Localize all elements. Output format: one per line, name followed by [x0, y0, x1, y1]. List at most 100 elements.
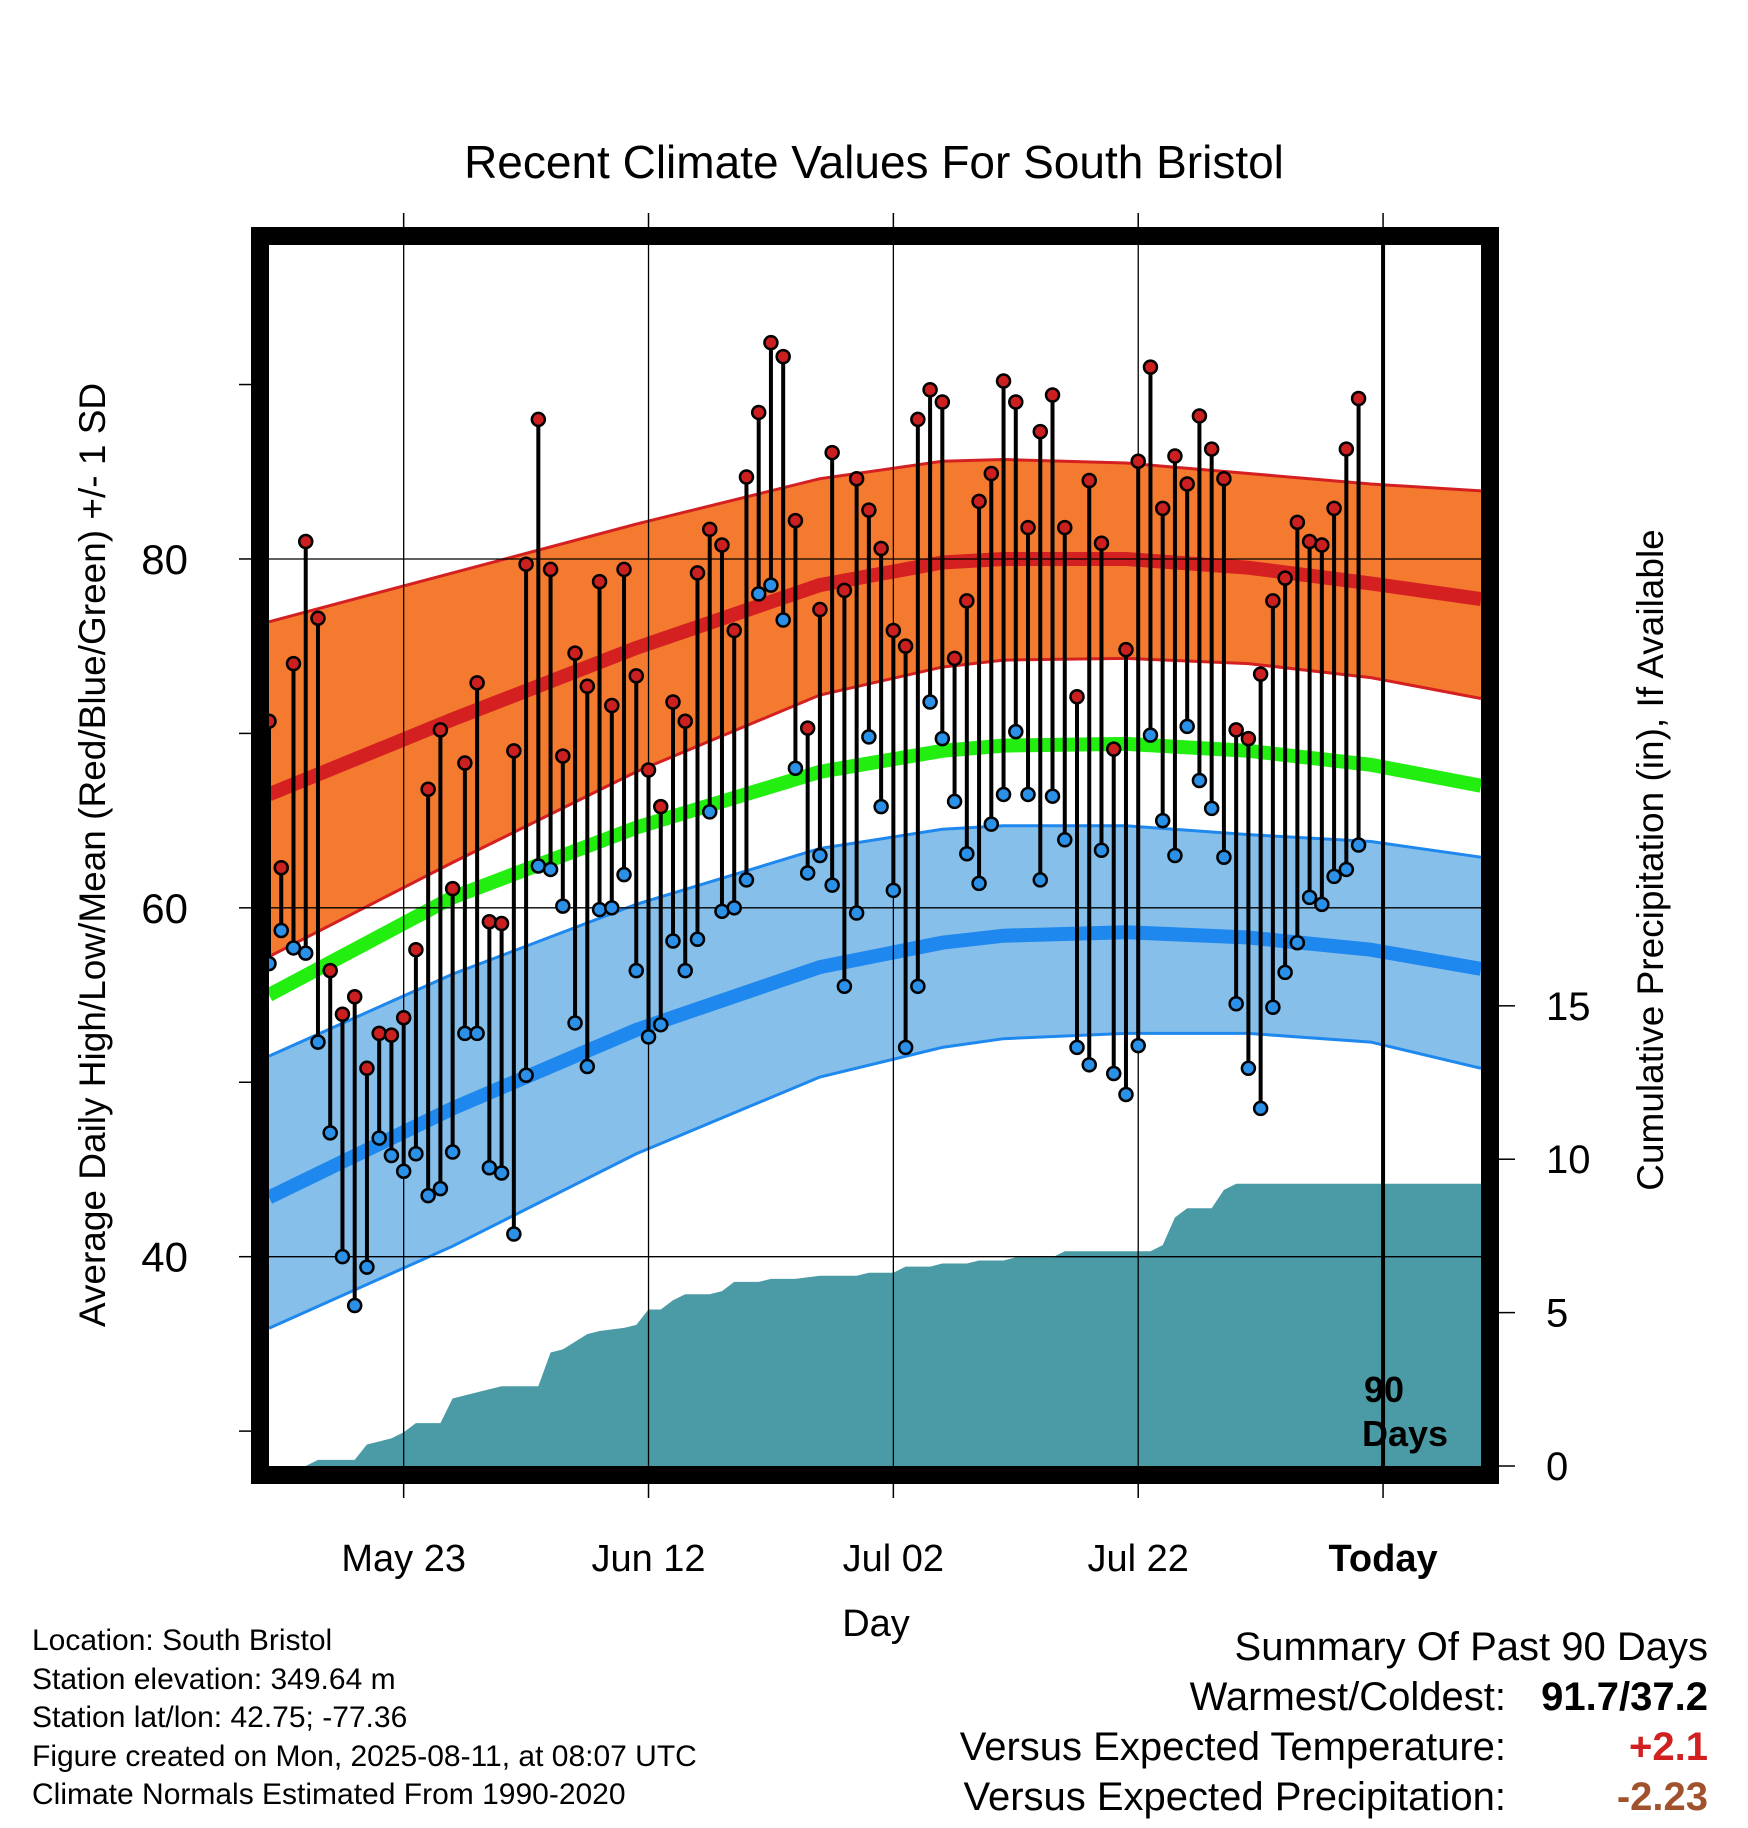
daily-low-point: [408, 1146, 424, 1162]
daily-high-point: [677, 713, 693, 729]
daily-high-point: [861, 502, 877, 518]
daily-high-point: [1167, 448, 1183, 464]
daily-high-point: [1142, 359, 1159, 375]
latlon-text: Station lat/lon: 42.75; -77.36: [32, 1701, 408, 1734]
daily-low-point: [775, 612, 791, 628]
daily-low-point: [983, 816, 1000, 832]
warmest-coldest-row: Warmest/Coldest: 91.7/37.2: [960, 1672, 1708, 1722]
daily-high-point: [1118, 641, 1134, 658]
daily-high-point: [371, 1025, 387, 1042]
daily-low-point: [359, 1259, 375, 1275]
daily-high-point: [1252, 666, 1269, 682]
daily-high-point: [983, 465, 1000, 482]
daily-low-point: [273, 922, 289, 939]
precip-tick-label: 10: [1546, 1138, 1591, 1182]
chart-title: Recent Climate Values For South Bristol: [464, 136, 1284, 188]
daily-high-point: [959, 593, 975, 609]
y-tick-label: 60: [141, 885, 188, 932]
daily-high-point: [738, 469, 755, 485]
daily-high-point: [1179, 476, 1195, 492]
daily-low-point: [383, 1147, 400, 1164]
x-tick-label: Jul 02: [843, 1538, 944, 1580]
daily-low-point: [738, 872, 755, 888]
temp-anomaly-label: Versus Expected Temperature:: [959, 1725, 1506, 1769]
daily-high-point: [481, 914, 498, 930]
daily-high-point: [395, 1009, 412, 1026]
daily-low-point: [1350, 837, 1367, 853]
daily-low-point: [1228, 996, 1244, 1012]
x-tick-label: Jun 12: [591, 1538, 705, 1580]
daily-high-point: [444, 880, 461, 897]
daily-low-point: [677, 962, 693, 979]
daily-low-point: [910, 978, 926, 995]
daily-low-point: [1105, 1065, 1122, 1082]
high-sd-band-upper-edge: [268, 457, 1482, 624]
daily-low-point: [432, 1180, 449, 1197]
daily-high-point: [469, 675, 485, 691]
daily-high-point: [506, 743, 522, 759]
daily-low-point: [1044, 788, 1061, 804]
daily-high-point: [640, 762, 657, 778]
daily-low-point: [1179, 718, 1195, 735]
daily-high-point: [310, 610, 326, 627]
daily-high-point: [420, 781, 436, 797]
daily-high-point: [285, 655, 302, 672]
daily-low-point: [1167, 847, 1183, 864]
daily-low-point: [1277, 964, 1293, 981]
daily-low-point: [1314, 896, 1330, 913]
daily-low-point: [346, 1297, 363, 1314]
elevation-text: Station elevation: 349.64 m: [32, 1662, 396, 1696]
daily-low-point: [726, 900, 742, 916]
daily-low-point: [750, 586, 767, 602]
daily-high-point: [567, 645, 583, 661]
low-sd-band-lower-edge: [268, 1031, 1482, 1330]
precip-anomaly-row: Versus Expected Precipitation: -2.23: [960, 1772, 1708, 1822]
daily-high-point: [542, 561, 559, 578]
daily-low-point: [934, 730, 951, 747]
daily-low-point: [616, 866, 632, 883]
daily-high-point: [885, 622, 902, 639]
daily-low-point: [1301, 889, 1318, 906]
normals-text: Climate Normals Estimated From 1990-2020: [32, 1778, 626, 1811]
daily-high-point: [1240, 730, 1257, 747]
daily-low-point: [1130, 1037, 1146, 1054]
precip-tick-label: 15: [1546, 985, 1591, 1029]
daily-high-point: [408, 941, 424, 958]
created-text: Figure created on Mon, 2025-08-11, at 08…: [32, 1739, 697, 1773]
daily-high-point: [1069, 689, 1085, 705]
daily-high-point: [836, 582, 853, 599]
daily-low-point: [420, 1187, 436, 1204]
daily-low-point: [799, 865, 816, 881]
precip-anomaly-label: Versus Expected Precipitation:: [963, 1775, 1506, 1819]
daily-low-point: [322, 1125, 338, 1141]
daily-high-point: [1105, 741, 1122, 757]
daily-low-point: [310, 1034, 326, 1050]
daily-high-point: [848, 470, 865, 487]
daily-high-point: [910, 411, 926, 428]
daily-low-point: [640, 1029, 657, 1045]
daily-low-point: [763, 577, 779, 593]
daily-high-point: [1301, 533, 1318, 550]
daily-high-point: [763, 334, 779, 351]
daily-low-point: [959, 846, 975, 862]
daily-low-point: [1118, 1086, 1134, 1103]
warmest-coldest-label: Warmest/Coldest:: [1189, 1675, 1506, 1719]
daily-high-point: [1216, 470, 1232, 487]
station-info: Location: South Bristol Station elevatio…: [32, 1622, 697, 1815]
daily-low-point: [1142, 727, 1159, 743]
daily-low-point: [1265, 999, 1281, 1016]
daily-low-point: [628, 962, 645, 979]
daily-low-point: [922, 694, 938, 710]
daily-low-point: [591, 901, 608, 918]
daily-low-point: [555, 898, 571, 914]
daily-low-point: [1020, 786, 1036, 803]
daily-high-point: [1057, 519, 1073, 536]
daily-low-point: [885, 882, 902, 899]
daily-low-point: [824, 877, 840, 893]
daily-high-point: [493, 915, 510, 932]
daily-high-point: [383, 1027, 400, 1043]
daily-low-point: [604, 900, 620, 916]
daily-high-point: [1314, 537, 1330, 553]
daily-high-point: [897, 638, 914, 654]
